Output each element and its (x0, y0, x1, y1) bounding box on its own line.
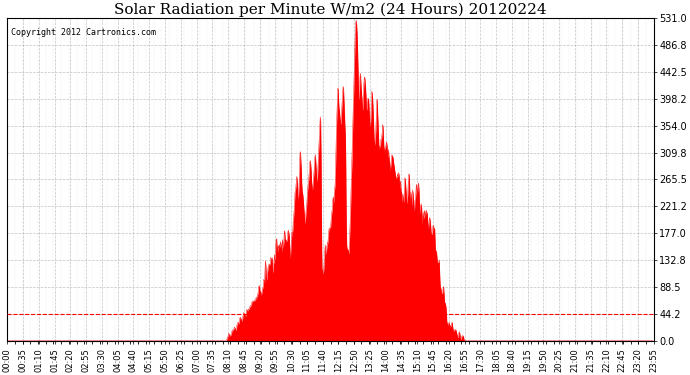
Title: Solar Radiation per Minute W/m2 (24 Hours) 20120224: Solar Radiation per Minute W/m2 (24 Hour… (115, 3, 547, 17)
Text: Copyright 2012 Cartronics.com: Copyright 2012 Cartronics.com (10, 28, 155, 37)
